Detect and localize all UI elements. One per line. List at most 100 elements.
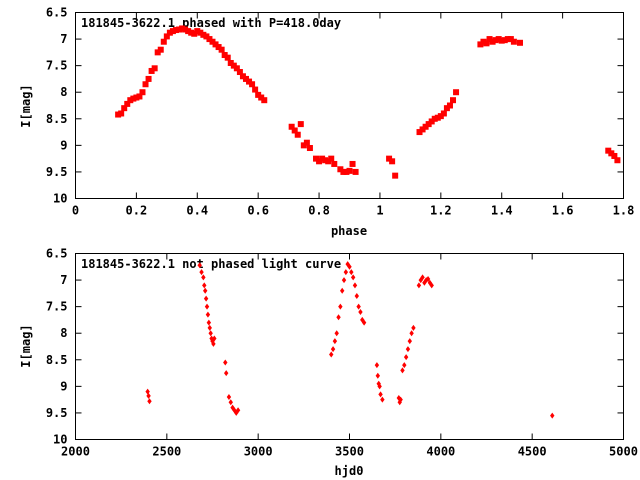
data-point (443, 105, 450, 112)
data-point (325, 158, 332, 165)
y-tick-label: 9.5 (46, 406, 68, 420)
data-point (425, 121, 432, 128)
data-point (228, 399, 233, 406)
data-point (378, 391, 383, 398)
data-point (380, 396, 385, 403)
data-point (142, 81, 149, 88)
data-point (124, 100, 131, 107)
data-point (339, 287, 345, 294)
data-point (392, 172, 399, 179)
data-point (261, 97, 268, 104)
data-point (550, 412, 555, 419)
data-point (402, 362, 407, 369)
data-point (375, 372, 381, 379)
data-point (347, 263, 352, 270)
data-point (151, 65, 158, 72)
data-point (133, 94, 140, 101)
data-point (246, 78, 253, 85)
data-point (202, 287, 208, 294)
data-point (334, 330, 339, 337)
data-point (386, 155, 393, 162)
data-point (361, 319, 367, 326)
data-point (255, 91, 262, 98)
x-tick-label: 2000 (61, 445, 90, 459)
y-tick-label: 6.5 (46, 6, 68, 20)
data-point (329, 351, 334, 358)
data-point (130, 95, 137, 102)
data-point (450, 97, 457, 104)
data-point (407, 338, 412, 345)
y-tick-label: 9 (60, 138, 67, 152)
data-point (349, 269, 354, 276)
data-point (249, 81, 256, 88)
data-point (179, 25, 186, 32)
x-tick-label: 3000 (244, 445, 273, 459)
data-point (437, 113, 444, 120)
data-point (199, 269, 204, 276)
data-point (330, 346, 336, 353)
y-tick-label: 10 (53, 192, 67, 206)
y-axis-title: I[mag] (19, 84, 33, 127)
data-point (242, 75, 249, 82)
data-point (510, 38, 517, 45)
data-point (202, 282, 207, 289)
data-point (166, 29, 173, 36)
y-tick-label: 8.5 (46, 353, 68, 367)
data-point (176, 26, 183, 33)
data-point (486, 36, 493, 43)
data-point (157, 46, 164, 53)
data-point (343, 269, 349, 276)
data-point (483, 40, 490, 47)
data-point (328, 155, 335, 162)
data-point (188, 29, 195, 36)
data-point (235, 407, 241, 414)
data-point (209, 38, 216, 45)
data-point (212, 41, 219, 48)
data-point (221, 52, 228, 59)
y-tick-label: 7 (60, 273, 67, 287)
data-point (208, 330, 213, 337)
data-point (160, 38, 167, 45)
data-point (405, 346, 411, 353)
data-point (358, 308, 363, 315)
data-point (340, 168, 347, 175)
data-point (145, 388, 150, 395)
data-point (501, 37, 508, 44)
data-point (148, 67, 155, 74)
data-point (207, 324, 212, 331)
data-point (209, 335, 214, 342)
y-tick-label: 7.5 (46, 59, 68, 73)
x-tick-label: 4000 (426, 445, 455, 459)
data-point (115, 111, 122, 118)
data-point (206, 319, 212, 326)
data-point (303, 139, 310, 146)
data-point (611, 152, 618, 159)
data-point (498, 37, 505, 44)
y-axis-title: I[mag] (19, 324, 33, 367)
data-point (136, 93, 143, 100)
data-point (507, 36, 514, 43)
data-point (236, 69, 243, 76)
data-point (331, 160, 338, 167)
y-tick-label: 7 (60, 32, 67, 46)
data-point (127, 97, 134, 104)
data-point (356, 303, 361, 310)
data-point (343, 168, 350, 175)
data-point (215, 44, 222, 51)
x-tick-label: 0 (72, 204, 79, 218)
data-point (194, 28, 201, 35)
data-point (346, 167, 353, 174)
data-point (185, 28, 192, 35)
data-point (169, 28, 176, 35)
x-tick-label: 1.4 (491, 204, 513, 218)
data-point (226, 393, 232, 400)
data-points (145, 261, 555, 419)
data-point (154, 49, 161, 56)
data-point (411, 324, 416, 331)
data-point (163, 33, 170, 40)
data-point (354, 293, 360, 300)
data-point (313, 155, 320, 162)
data-point (197, 262, 202, 269)
data-point (429, 282, 434, 289)
